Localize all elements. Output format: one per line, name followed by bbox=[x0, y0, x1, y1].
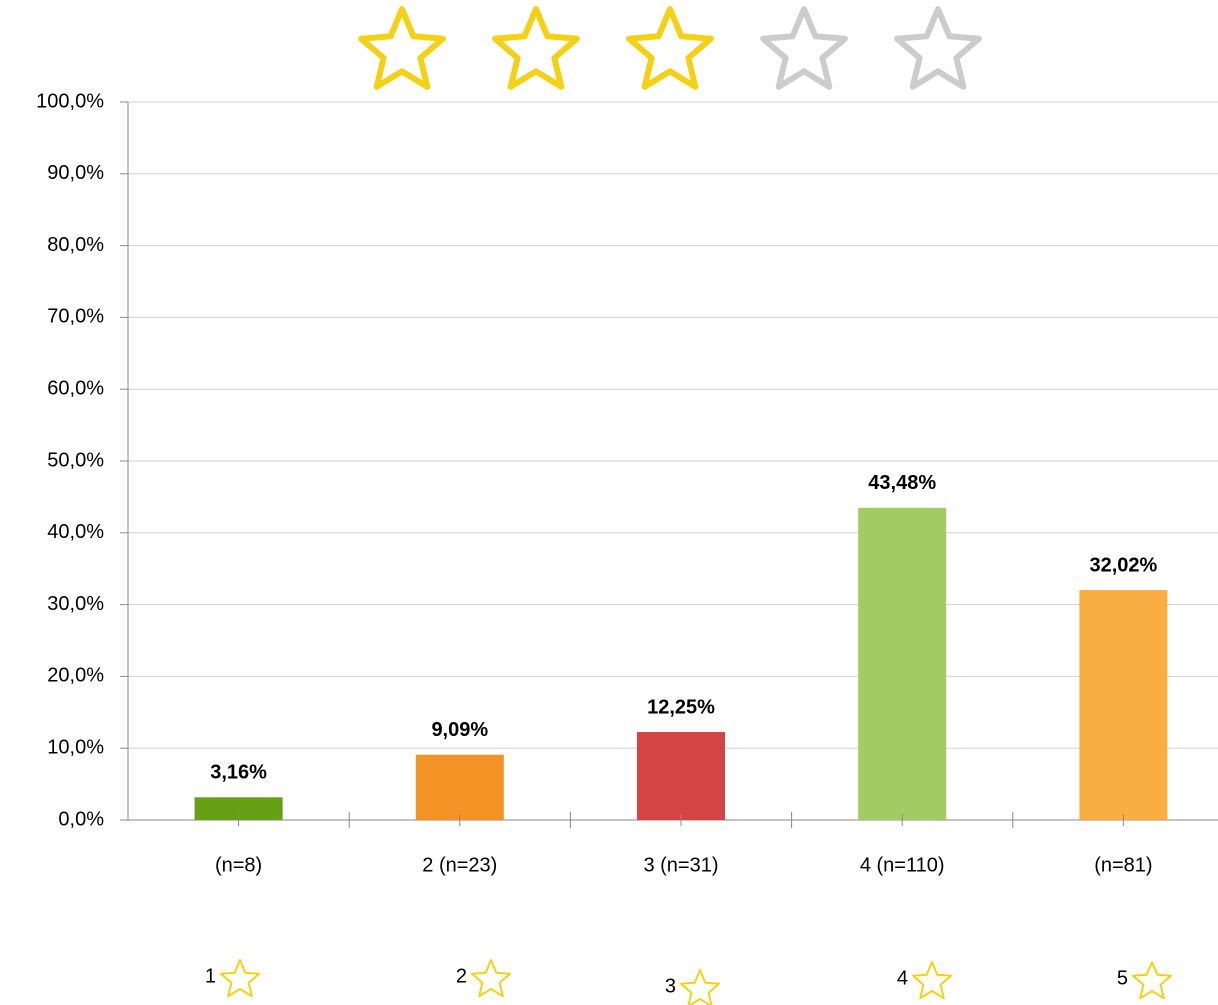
y-tick-label: 10,0% bbox=[47, 736, 104, 758]
bar bbox=[858, 507, 947, 820]
x-tick-label: 2 (n=23) bbox=[422, 854, 497, 876]
y-tick-label: 60,0% bbox=[47, 377, 104, 399]
bar bbox=[637, 732, 725, 820]
y-tick-label: 0,0% bbox=[58, 808, 104, 830]
y-tick-label: 100,0% bbox=[36, 90, 104, 112]
value-label: 3,16% bbox=[210, 762, 267, 784]
bar bbox=[415, 754, 504, 820]
bar bbox=[194, 797, 283, 820]
value-label: 32,02% bbox=[1089, 554, 1157, 576]
y-tick-label: 90,0% bbox=[47, 162, 104, 184]
rating-star[interactable] bbox=[358, 6, 446, 90]
bar bbox=[1079, 590, 1168, 820]
rating-label: 1 bbox=[205, 965, 216, 987]
value-label: 9,09% bbox=[431, 719, 488, 741]
rating-star-icon bbox=[912, 961, 952, 1000]
y-tick-label: 40,0% bbox=[47, 521, 104, 543]
y-tick-label: 70,0% bbox=[47, 306, 104, 328]
rating-star[interactable] bbox=[626, 6, 714, 90]
rating-label: 3 bbox=[665, 975, 676, 997]
x-tick-label: (n=8) bbox=[215, 854, 262, 876]
y-tick-label: 50,0% bbox=[47, 449, 104, 471]
x-tick-label: 4 (n=110) bbox=[860, 854, 945, 876]
y-tick-label: 30,0% bbox=[47, 593, 104, 615]
rating-star-icon bbox=[220, 959, 260, 998]
rating-star-icon bbox=[1132, 961, 1172, 1000]
rating-star-icon bbox=[680, 969, 720, 1005]
value-label: 43,48% bbox=[868, 472, 936, 494]
rating-star[interactable] bbox=[492, 6, 580, 90]
x-tick-label: (n=81) bbox=[1094, 854, 1152, 876]
y-tick-label: 80,0% bbox=[47, 234, 104, 256]
rating-label: 2 bbox=[456, 965, 467, 987]
rating-star[interactable] bbox=[894, 6, 982, 90]
rating-label: 4 bbox=[897, 967, 908, 989]
rating-star-icon bbox=[471, 959, 511, 998]
y-tick-label: 20,0% bbox=[47, 665, 104, 687]
x-tick-label: 3 (n=31) bbox=[643, 854, 718, 876]
rating-label: 5 bbox=[1117, 967, 1128, 989]
value-label: 12,25% bbox=[647, 696, 715, 718]
rating-star[interactable] bbox=[760, 6, 848, 90]
